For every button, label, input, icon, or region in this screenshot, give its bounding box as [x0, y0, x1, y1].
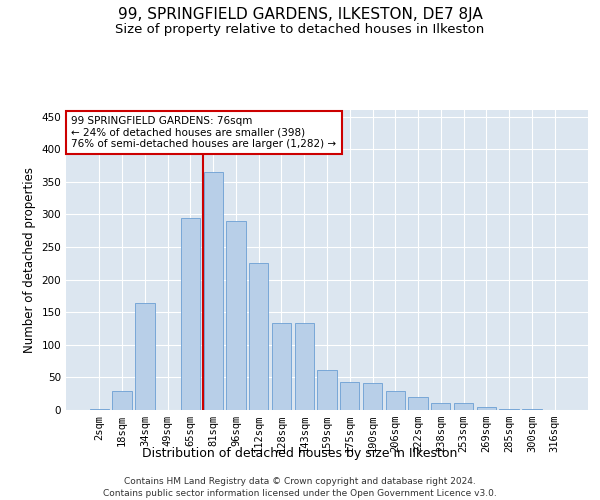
Bar — [112, 391, 132, 410]
Text: 99 SPRINGFIELD GARDENS: 76sqm
← 24% of detached houses are smaller (398)
76% of : 99 SPRINGFIELD GARDENS: 76sqm ← 24% of d… — [71, 116, 337, 149]
Bar — [135, 303, 155, 410]
Bar — [409, 397, 428, 410]
Text: 99, SPRINGFIELD GARDENS, ILKESTON, DE7 8JA: 99, SPRINGFIELD GARDENS, ILKESTON, DE7 8… — [118, 8, 482, 22]
Text: Contains HM Land Registry data © Crown copyright and database right 2024.: Contains HM Land Registry data © Crown c… — [124, 478, 476, 486]
Bar — [431, 404, 451, 410]
Text: Distribution of detached houses by size in Ilkeston: Distribution of detached houses by size … — [142, 448, 458, 460]
Bar — [226, 221, 245, 410]
Bar — [317, 370, 337, 410]
Text: Contains public sector information licensed under the Open Government Licence v3: Contains public sector information licen… — [103, 489, 497, 498]
Bar — [476, 406, 496, 410]
Bar — [295, 324, 314, 410]
Bar — [181, 218, 200, 410]
Bar — [272, 324, 291, 410]
Bar — [454, 403, 473, 410]
Y-axis label: Number of detached properties: Number of detached properties — [23, 167, 36, 353]
Text: Size of property relative to detached houses in Ilkeston: Size of property relative to detached ho… — [115, 22, 485, 36]
Bar — [340, 382, 359, 410]
Bar — [203, 172, 223, 410]
Bar — [499, 408, 519, 410]
Bar — [363, 382, 382, 410]
Bar — [249, 264, 268, 410]
Bar — [386, 391, 405, 410]
